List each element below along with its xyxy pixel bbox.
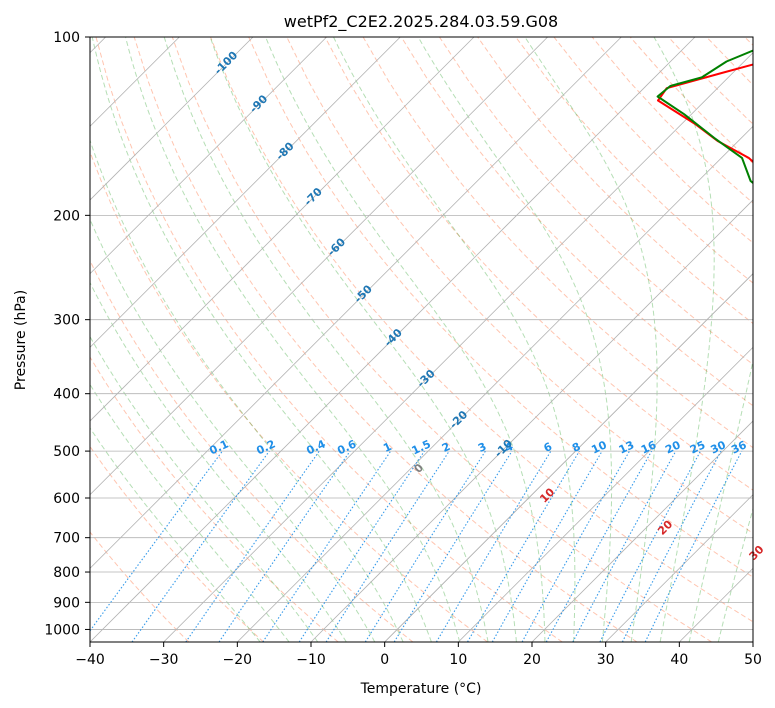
mixing-ratio-line [364,450,486,642]
moist-adiabat [90,281,347,642]
mixing-ratio-label: 36 [729,438,749,456]
dry-adiabat [210,37,753,623]
mixing-ratio-line [393,450,513,642]
mixing-ratio-line [325,450,450,642]
isotherm-line [458,346,753,642]
isotherm-line [90,37,548,496]
x-axis-title: Temperature (°C) [360,681,482,697]
moist-adiabat [265,37,546,642]
isotherm-line [90,37,327,275]
mixing-ratio-line [621,450,722,642]
y-tick-label: 700 [53,531,80,547]
moist-adiabat [125,37,461,642]
mixing-ratio-label: 20 [663,438,683,456]
dry-adiabat [90,150,488,642]
dry-adiabat [90,356,339,642]
y-tick-label: 500 [53,444,80,460]
y-tick-label: 900 [53,595,80,611]
mixing-ratio-label: 16 [639,438,659,456]
x-tick-label: −10 [296,652,326,668]
moist-adiabat [688,358,753,642]
y-axis: 100 200 300 400 500 600 700 800 900 1000 [44,30,90,638]
dry-adiabat [515,37,753,284]
x-tick-label: 30 [597,652,615,668]
mixing-ratio-line [185,450,320,642]
moist-adiabat [717,506,753,642]
x-tick-label: −40 [75,652,105,668]
mixing-ratio-label: 10 [589,438,609,456]
x-tick-label: 40 [670,652,688,668]
plot-background [90,37,753,642]
isotherm-line [90,37,401,348]
moist-adiabat [90,335,319,642]
mixing-ratio-line [545,450,653,642]
moist-adiabat [90,383,290,642]
x-tick-label: 50 [744,652,762,668]
data-lines [656,49,753,185]
mixing-ratio-line [262,450,392,642]
background-lines [90,37,753,642]
x-tick-label: −20 [223,652,253,668]
mixing-ratio-line [644,450,743,642]
dry-adiabat [171,37,712,642]
mixing-ratio-label: 30 [708,438,728,456]
mixing-ratio-line [218,450,351,642]
isotherm-line [310,199,753,642]
moist-adiabat [90,138,404,642]
moist-adiabat [163,37,489,642]
dry-adiabat [400,37,753,407]
series-temperature-line [657,63,753,164]
isotherm-line [90,37,475,422]
mixing-ratio-line [572,450,677,642]
y-tick-label: 600 [53,491,80,507]
mixing-ratio-line [599,450,701,642]
y-tick-label: 100 [53,30,80,46]
x-tick-label: 20 [523,652,541,668]
moist-adiabat [90,427,261,642]
dry-adiabat [90,531,190,642]
isotherm-line [531,420,753,642]
series-dewpoint-line [656,49,753,185]
isotherm-line [90,37,254,201]
mixing-ratio-line [435,450,552,642]
mixing-ratio-line [131,450,270,642]
x-tick-label: 0 [380,652,389,668]
moist-adiabat [653,37,715,642]
isotherm-line [605,494,753,642]
isotherm-line [163,52,753,642]
x-tick-label: −30 [149,652,179,668]
chart-title: wetPf2_C2E2.2025.284.03.59.G08 [284,12,558,32]
moist-adiabat [417,37,613,642]
mixing-ratio-line [521,450,630,642]
y-tick-label: 800 [53,565,80,581]
moist-adiabat [90,218,376,642]
y-axis-title: Pressure (hPa) [13,290,29,390]
dry-adiabat [324,37,753,491]
isotherm-line [237,125,753,642]
mixing-ratio-line [298,450,425,642]
plot-frame [89,36,754,643]
mixing-ratio-label: 13 [617,438,636,456]
y-tick-label: 200 [53,208,80,224]
moist-adiabat [209,37,517,642]
isotherm-line [90,37,696,642]
moist-adiabat [524,37,658,642]
zero-isotherm [384,273,753,642]
x-axis: −40 −30 −20 −10 0 10 20 30 40 50 [75,642,762,668]
moist-adiabat [91,37,432,642]
dry-adiabat [438,37,753,365]
moist-adiabat [333,37,576,642]
mixing-ratio-line [90,450,223,632]
y-tick-label: 300 [53,313,80,329]
mixing-ratio-label: 25 [688,438,707,456]
y-tick-label: 1000 [44,622,80,638]
dry-adiabat [90,445,264,642]
isotherm-line [90,37,622,569]
dry-adiabat [248,37,753,578]
y-tick-label: 400 [53,387,80,403]
dry-adiabat [95,37,563,642]
x-tick-label: 10 [449,652,467,668]
dry-adiabat [133,37,638,642]
